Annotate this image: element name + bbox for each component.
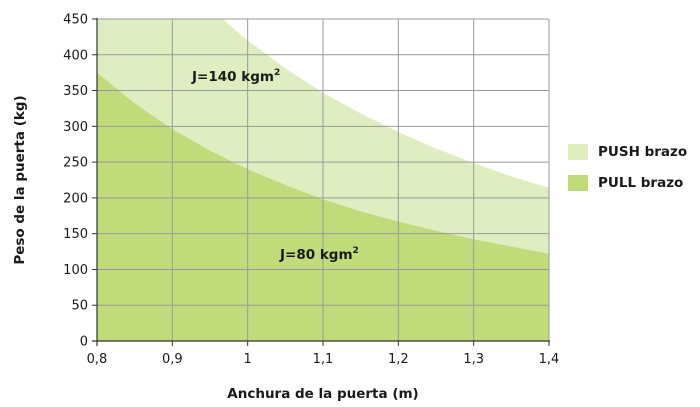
- tick-labels: 0,8 0,9 1 1,1 1,2 1,3 1,4 0 50 100 150 200 250 300 350…: [63, 13, 559, 368]
- legend-label-push: PUSH brazo: [598, 144, 688, 160]
- x-tick-label: 1,1: [313, 352, 334, 367]
- y-tick-label: 350: [63, 84, 88, 99]
- legend-label-pull: PULL brazo: [598, 175, 684, 191]
- legend: PUSH brazo PULL brazo: [568, 141, 687, 203]
- x-tick-label: 1,4: [539, 352, 560, 367]
- grid-lines: [97, 18, 550, 341]
- x-axis-title: Anchura de la puerta (m): [227, 386, 418, 402]
- pull-inertia-annotation: J=80 kgm2: [279, 246, 359, 263]
- legend-swatch-pull: [568, 175, 588, 191]
- legend-item-push: PUSH brazo: [568, 141, 687, 163]
- x-tick-label: 0,9: [162, 352, 183, 367]
- y-tick-label: 450: [63, 13, 88, 28]
- legend-item-pull: PULL brazo: [568, 172, 687, 194]
- y-tick-label: 150: [63, 227, 88, 242]
- y-tick-label: 400: [63, 48, 88, 63]
- legend-swatch-push: [568, 144, 588, 160]
- y-tick-label: 100: [63, 263, 88, 278]
- x-tick-label: 1: [244, 352, 252, 367]
- y-tick-label: 0: [80, 335, 88, 350]
- x-tick-label: 1,2: [388, 352, 409, 367]
- push-inertia-annotation: J=140 kgm2: [191, 68, 280, 85]
- y-tick-label: 250: [63, 156, 88, 171]
- y-tick-label: 300: [63, 120, 88, 135]
- y-tick-label: 200: [63, 191, 88, 206]
- y-axis-title: Peso de la puerta (kg): [12, 95, 28, 264]
- axes: [92, 18, 550, 346]
- y-tick-label: 50: [71, 299, 88, 314]
- x-tick-label: 0,8: [87, 352, 108, 367]
- x-tick-label: 1,3: [463, 352, 484, 367]
